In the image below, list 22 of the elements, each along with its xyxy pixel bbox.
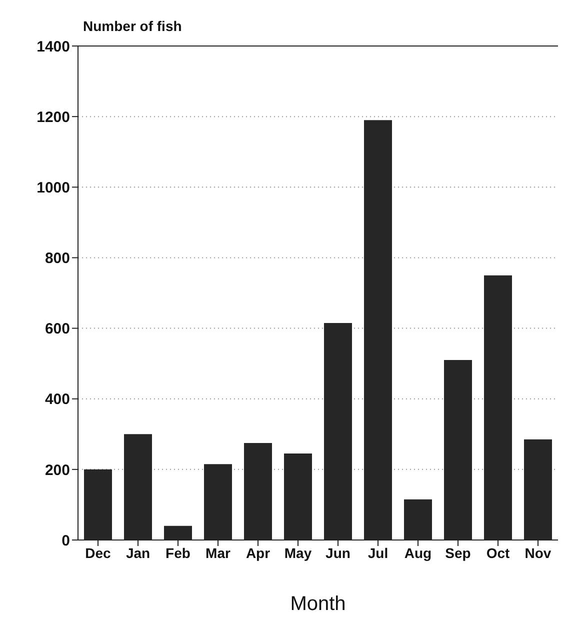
y-tick-label: 0 [62, 532, 70, 550]
x-tick-label: Jul [368, 544, 388, 561]
x-tick-label: Sep [445, 544, 471, 561]
x-tick-label: Feb [166, 544, 190, 561]
y-tick-label: 800 [44, 250, 70, 268]
x-tick-label: Mar [206, 544, 231, 561]
x-tick-label: Aug [404, 544, 432, 561]
y-tick-label: 200 [44, 462, 70, 479]
y-tick-label: 1000 [36, 179, 70, 196]
x-tick-label: Nov [524, 544, 552, 561]
y-tick-label: 600 [44, 320, 70, 338]
y-tick-label: 1400 [36, 38, 70, 56]
y-tick-label: 400 [44, 391, 70, 408]
x-tick-label: Jun [326, 544, 350, 561]
x-tick-label: Oct [486, 544, 510, 561]
x-tick-label: May [284, 544, 312, 561]
y-axis-title: Number of fish [83, 18, 182, 34]
x-tick-label: Dec [85, 544, 112, 561]
x-tick-label: Apr [246, 544, 271, 561]
x-axis-title: Month [290, 593, 346, 615]
x-tick-label: Jan [126, 544, 150, 561]
y-tick-label: 1200 [36, 108, 70, 126]
